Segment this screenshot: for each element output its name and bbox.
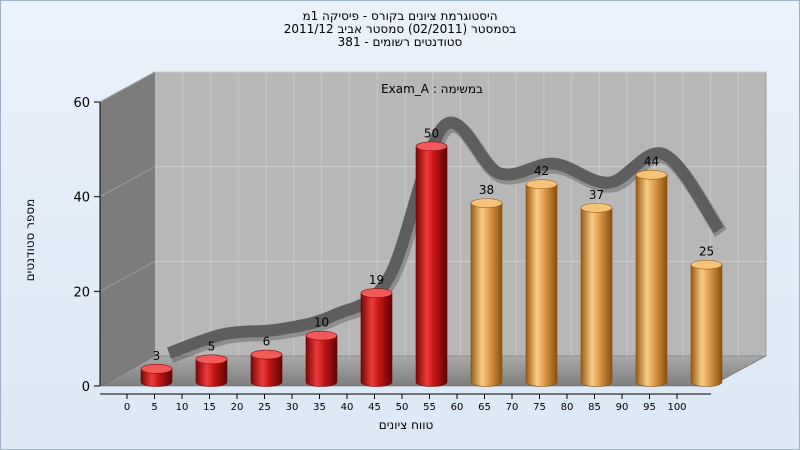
x-tick-label: 5	[151, 402, 157, 413]
x-tick-label: 60	[451, 402, 464, 413]
bar-value-label: 6	[263, 335, 271, 349]
bar-top	[580, 203, 613, 213]
title-line-2: בסמסטר (02/2011) סמסטר אביב 2011/12	[283, 22, 517, 36]
x-tick-label: 55	[423, 402, 436, 413]
bar-value-label: 44	[644, 155, 659, 169]
bar-value-label: 50	[424, 126, 439, 140]
x-tick-label: 10	[176, 402, 189, 413]
bar-top	[525, 179, 558, 189]
x-tick-label: 50	[396, 402, 409, 413]
x-tick-label: 75	[533, 402, 546, 413]
grid-line-side	[99, 71, 156, 103]
x-axis-title: טווח ציונים	[378, 418, 434, 432]
bar	[360, 292, 393, 387]
bar-top	[690, 259, 723, 270]
y-tick-label: 0	[82, 380, 90, 395]
bar-top	[250, 349, 283, 360]
bar	[470, 202, 503, 387]
x-tick-label: 20	[231, 402, 244, 413]
y-tick-label: 60	[73, 96, 90, 111]
x-tick-label: 35	[313, 402, 326, 413]
bar	[195, 359, 228, 387]
bar-value-label: 10	[314, 316, 329, 330]
grid-line-side	[99, 166, 156, 198]
x-tick-label: 80	[561, 402, 574, 413]
bar-value-label: 25	[699, 245, 714, 259]
exam-annotation: Exam_A : במשימה	[381, 82, 483, 96]
bar-value-label: 42	[534, 164, 549, 178]
x-tick-label: 15	[203, 402, 216, 413]
x-tick-label: 70	[506, 402, 519, 413]
bar-value-label: 5	[208, 339, 216, 353]
x-tick-label: 85	[588, 402, 601, 413]
y-tick-label: 40	[73, 191, 90, 206]
trend-line	[166, 116, 724, 359]
x-tick-label: 25	[258, 402, 271, 413]
bar-value-label: 37	[589, 188, 604, 202]
bar-top	[195, 354, 228, 365]
bar-value-label: 38	[479, 183, 494, 197]
x-tick-label: 40	[341, 402, 354, 413]
bar	[250, 354, 283, 387]
bar-top	[470, 198, 503, 208]
bar-top	[140, 363, 173, 374]
title-line-1: היסטוגרמת ציונים בקורס - פיסיקה 1מ	[302, 9, 498, 23]
y-tick-label: 20	[73, 285, 90, 300]
bar	[690, 264, 723, 387]
x-tick-label: 0	[124, 402, 130, 413]
bar	[415, 146, 448, 387]
bar	[140, 368, 173, 387]
grid-line-side	[99, 260, 156, 292]
bar	[525, 183, 558, 387]
bar	[635, 174, 668, 387]
x-tick-label: 65	[478, 402, 491, 413]
x-tick-label: 100	[667, 402, 686, 413]
bar	[580, 207, 613, 387]
bar-top	[305, 330, 338, 341]
chart-title: היסטוגרמת ציונים בקורס - פיסיקה 1מ בסמסט…	[0, 10, 800, 49]
x-tick-label: 95	[643, 402, 656, 413]
x-tick-label: 30	[286, 402, 299, 413]
bar-top	[360, 288, 393, 298]
bar-top	[415, 141, 448, 152]
x-tick-label: 90	[616, 402, 629, 413]
x-tick-label: 45	[368, 402, 381, 413]
bar-value-label: 19	[369, 273, 384, 287]
bar-top	[635, 169, 668, 180]
bar	[305, 335, 338, 387]
y-axis-title: מספר סטודנטים	[23, 198, 37, 282]
title-line-3: סטודנטים רשומים - 381	[337, 35, 463, 49]
plot-left-wall	[100, 72, 155, 386]
bar-value-label: 3	[153, 349, 161, 363]
